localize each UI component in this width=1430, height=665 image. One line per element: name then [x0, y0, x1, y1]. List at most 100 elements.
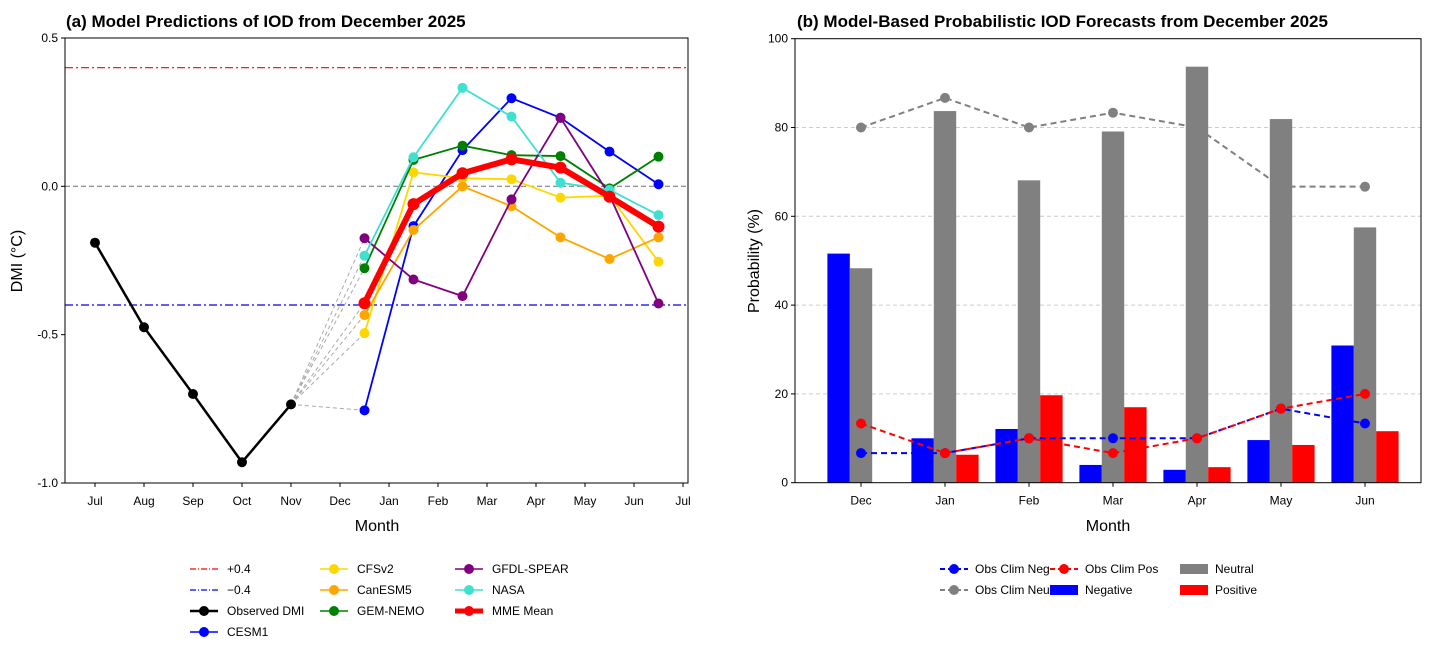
- observed-line: [93, 242, 292, 465]
- chart-b-ylabel: Probability (%): [746, 209, 763, 313]
- x-tick-label: Jan: [379, 494, 398, 508]
- x-tick-label: Sep: [182, 494, 204, 508]
- neutral-bar: [1017, 180, 1041, 483]
- cesm1-line: [363, 97, 659, 411]
- legend-label: NASA: [492, 583, 525, 597]
- negative-bar: [911, 438, 934, 483]
- observed-point: [139, 322, 149, 333]
- observed-point: [237, 457, 247, 468]
- canesm5-point: [555, 232, 566, 243]
- positive-bar: [1208, 467, 1231, 483]
- obs-clim-pos-point: [856, 418, 866, 429]
- x-tick-label: May: [574, 494, 597, 508]
- mme-mean-point: [358, 297, 371, 310]
- connector-line: [290, 332, 365, 405]
- y-tick-label: 40: [775, 298, 789, 312]
- mme-mean-point: [554, 161, 567, 174]
- x-tick-label: Dec: [850, 494, 871, 508]
- legend-marker: [464, 606, 474, 616]
- x-tick-label: Feb: [428, 494, 449, 508]
- obs-clim-neg-point: [856, 448, 866, 459]
- chart-b-legend: Obs Clim Neg Obs Clim Neu Obs Clim Pos Nega…: [940, 562, 1257, 597]
- cfsv2-point: [506, 174, 517, 185]
- mme-mean-point: [407, 198, 420, 211]
- obs-clim-pos-point: [940, 448, 950, 459]
- legend-label: CFSv2: [357, 562, 394, 576]
- legend-label: GEM-NEMO: [357, 604, 424, 618]
- legend-marker: [329, 606, 339, 616]
- obs-clim-neu-point: [1024, 122, 1034, 133]
- y-tick-label: 0: [781, 476, 788, 490]
- obs-clim-neu-point: [1108, 107, 1118, 118]
- y-tick-label: 0.0: [41, 179, 58, 193]
- obs-clim-neg-point: [1108, 433, 1118, 444]
- x-tick-label: Jan: [935, 494, 954, 508]
- cesm1-point: [653, 179, 664, 190]
- mme-mean-point: [456, 167, 469, 180]
- obs-clim-pos-point: [1192, 433, 1202, 444]
- mme-mean-point: [505, 153, 518, 166]
- gem-nemo-point: [359, 263, 370, 274]
- legend-label: Neutral: [1215, 562, 1254, 576]
- legend-marker: [199, 606, 209, 616]
- x-tick-label: Apr: [527, 494, 546, 508]
- x-tick-label: Jul: [87, 494, 102, 508]
- legend-label: +0.4: [227, 562, 251, 576]
- legend-marker: [329, 564, 339, 574]
- legend-label: Obs Clim Neu: [975, 583, 1050, 597]
- y-tick-label: 20: [775, 387, 789, 401]
- negative-bar: [827, 253, 850, 483]
- legend-label: Negative: [1085, 583, 1133, 597]
- chart-a-title: (a) Model Predictions of IOD from Decemb…: [66, 12, 466, 31]
- connector-line: [290, 255, 365, 405]
- obs-clim-neu-point: [1360, 181, 1370, 192]
- legend-label: Obs Clim Pos: [1085, 562, 1158, 576]
- connector-line: [290, 238, 365, 405]
- x-tick-label: Oct: [233, 494, 252, 508]
- obs-clim-pos-point: [1276, 403, 1286, 414]
- legend-swatch: [1180, 564, 1208, 574]
- legend-label: Observed DMI: [227, 604, 304, 618]
- neutral-bar: [1101, 131, 1125, 483]
- gfdl-spear-point: [359, 233, 370, 244]
- cfsv2-point: [408, 167, 419, 178]
- negative-bar: [1247, 440, 1270, 483]
- obs-clim-pos-point: [1360, 388, 1370, 399]
- neutral-bar: [849, 268, 873, 483]
- gfdl-spear-point: [506, 194, 517, 205]
- x-tick-label: Mar: [477, 494, 498, 508]
- legend-marker: [464, 585, 474, 595]
- gem-nemo-point: [457, 140, 468, 151]
- legend-swatch: [1180, 585, 1208, 595]
- connector-line: [290, 267, 365, 405]
- y-tick-label: -1.0: [37, 476, 58, 490]
- connector-line: [290, 403, 365, 411]
- y-tick-label: 0.5: [41, 31, 58, 45]
- connector-line: [290, 302, 365, 405]
- legend-label: CanESM5: [357, 583, 412, 597]
- legend-label: Positive: [1215, 583, 1257, 597]
- cesm1-point: [506, 93, 517, 104]
- cfsv2-point: [359, 328, 370, 339]
- gfdl-spear-point: [653, 298, 664, 309]
- canesm5-point: [359, 310, 370, 321]
- chart-b-title: (b) Model-Based Probabilistic IOD Foreca…: [797, 12, 1328, 31]
- nasa-point: [555, 177, 566, 188]
- obs-clim-neg-point: [1360, 418, 1370, 429]
- negative-bar: [995, 428, 1018, 483]
- neutral-bar: [933, 111, 957, 483]
- legend-label: MME Mean: [492, 604, 553, 618]
- nasa-point: [408, 152, 419, 163]
- obs-clim-pos-point: [1108, 448, 1118, 459]
- positive-bar: [1292, 444, 1315, 483]
- obs-clim-pos-point: [1024, 433, 1034, 444]
- nasa-point: [359, 250, 370, 261]
- y-tick-label: -0.5: [37, 328, 58, 342]
- observed-point: [286, 399, 296, 410]
- cfsv2-point: [555, 192, 566, 203]
- chart-b-plot: 0 20 40 60 80 100 Dec Jan Feb Mar Apr May Jun: [768, 32, 1422, 508]
- nasa-point: [506, 111, 517, 122]
- legend-marker: [949, 564, 959, 574]
- plot-frame: [794, 38, 1422, 484]
- x-tick-label: Jun: [624, 494, 643, 508]
